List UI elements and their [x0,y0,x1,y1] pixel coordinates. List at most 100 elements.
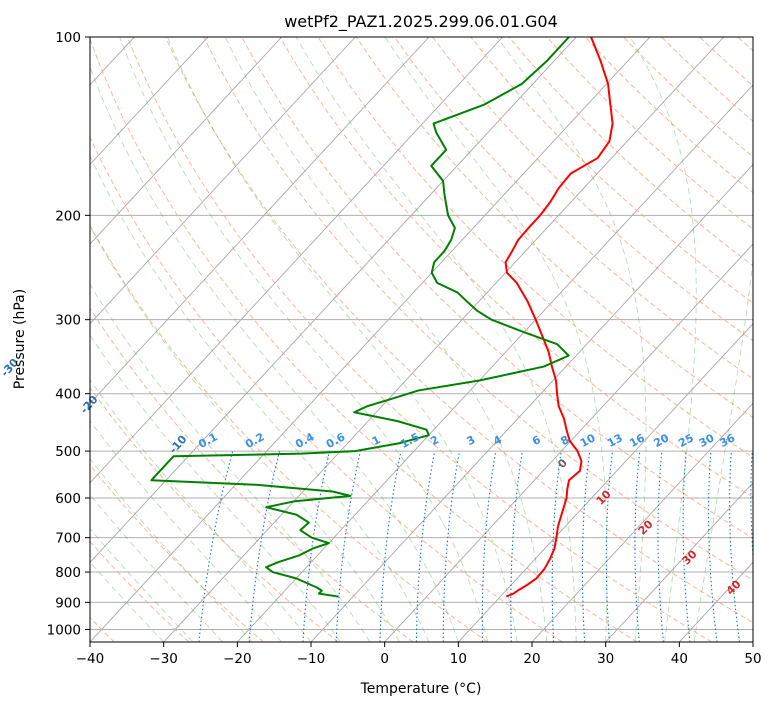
dry-adiabat-line [165,37,753,624]
x-axis-label: Temperature (°C) [360,681,482,697]
dry-adiabat-line [470,37,753,304]
dry-adiabat-line [203,37,753,581]
temperature-profile-line [504,37,614,598]
isotherm-line [752,641,753,642]
dry-adiabat-line [355,37,753,419]
isotherm-line [90,37,503,484]
isotherm-line [90,37,356,325]
mixing-ratio-label: 3 [465,433,478,448]
moist-adiabat-line [167,37,518,642]
y-tick-label: 800 [55,565,81,581]
mixing-ratio-label: 0.6 [324,430,348,451]
mixing-ratio-label: 13 [605,431,625,450]
dry-adiabat-line [90,464,264,642]
isotherm-line [531,402,753,642]
isotherm-line [458,322,753,642]
moist-adiabat-line [496,37,647,642]
moist-adiabat-line [90,225,400,642]
mixing-ratio-label: 20 [652,431,672,450]
moist-adiabat-line [90,65,459,642]
moist-adiabat-line [90,334,341,642]
mixing-ratio-line [379,450,402,642]
y-tick-label: 1000 [47,622,81,638]
mixing-ratio-line [302,450,331,642]
y-axis-label: Pressure (hPa) [12,289,28,389]
dry-adiabat-line [90,540,190,642]
mixing-ratio-label: 10 [578,431,598,450]
isotherm-line [384,243,753,642]
y-tick-label: 700 [55,531,81,547]
moist-adiabat-line [90,458,253,642]
mixing-ratio-label: 0.2 [243,430,266,451]
dry-adiabat-line [546,37,753,230]
mixing-ratio-line [634,451,641,642]
mixing-ratio-label: 0.4 [293,430,317,451]
isotherm-line [90,37,430,404]
y-tick-label: 400 [55,387,81,403]
dry-adiabat-line [737,37,753,52]
moist-adiabat-line [693,37,753,642]
mixing-ratio-line [335,450,361,642]
x-tick-label: 50 [744,651,761,667]
mixing-ratio-line [198,450,234,642]
mixing-ratio-line [708,451,718,642]
dry-adiabat-line [126,37,712,642]
dry-adiabat-line [90,224,488,642]
dry-adiabat-line [584,37,753,194]
isotherm-line [237,84,753,642]
moist-adiabat-label: 20 [636,517,656,537]
chart-title: wetPf2_PAZ1.2025.299.06.01.G04 [284,12,558,32]
x-tick-label: −30 [149,651,178,667]
dry-adiabat-line [90,307,414,642]
x-tick-label: −20 [223,651,252,667]
mixing-ratio-line [415,450,436,642]
mixing-ratio-label: 25 [676,431,696,450]
moist-adiabat-line [90,379,312,642]
mixing-ratio-label: 16 [627,431,647,450]
mixing-ratio-label: 1.5 [398,430,421,451]
isotherm-line [0,37,61,642]
mixing-ratio-line [581,451,591,642]
mixing-ratio-label: 2 [428,433,441,448]
mixing-ratio-line [729,451,741,642]
mixing-ratio-line [442,451,461,642]
moist-adiabat-label: 30 [680,547,700,567]
moist-adiabat-line [90,283,371,642]
isotherm-line [90,37,282,245]
moist-adiabat-line [90,493,223,642]
moist-adiabat-label: 10 [594,487,614,507]
y-tick-label: 900 [55,595,81,611]
dry-adiabat-line [699,37,753,87]
isotherm-line [605,482,753,642]
mixing-ratio-label: 6 [530,433,543,448]
mixing-ratio-label: 36 [718,431,738,450]
dry-adiabat-line [241,37,753,539]
plot-frame [89,36,754,643]
dry-adiabat-label: -20 [78,393,101,417]
dry-adiabat-line [90,386,339,642]
x-tick-label: 40 [671,651,688,667]
x-tick-label: 30 [597,651,614,667]
moist-adiabat-line [119,37,489,642]
dry-adiabat-line [432,37,753,342]
y-tick-label: 300 [55,313,81,329]
isotherm-line [90,37,577,564]
moist-adiabat-line [384,37,608,642]
y-tick-label: 600 [55,491,81,507]
moist-adiabat-line [295,37,577,642]
moist-adiabat-label: 0 [555,456,570,471]
dry-adiabat-line [394,37,753,380]
dry-adiabat-line [279,37,753,498]
mixing-ratio-line [750,451,753,564]
isotherm-line [163,37,724,642]
dry-adiabat-line [90,37,638,642]
y-tick-label: 200 [55,208,81,224]
x-tick-label: 20 [523,651,540,667]
moist-adiabat-label: 40 [724,577,744,597]
y-tick-label: 500 [55,444,81,460]
isotherm-line [90,37,651,642]
mixing-ratio-line [657,451,665,642]
mixing-ratio-label: 30 [697,431,717,450]
isotherm-line [90,37,209,166]
